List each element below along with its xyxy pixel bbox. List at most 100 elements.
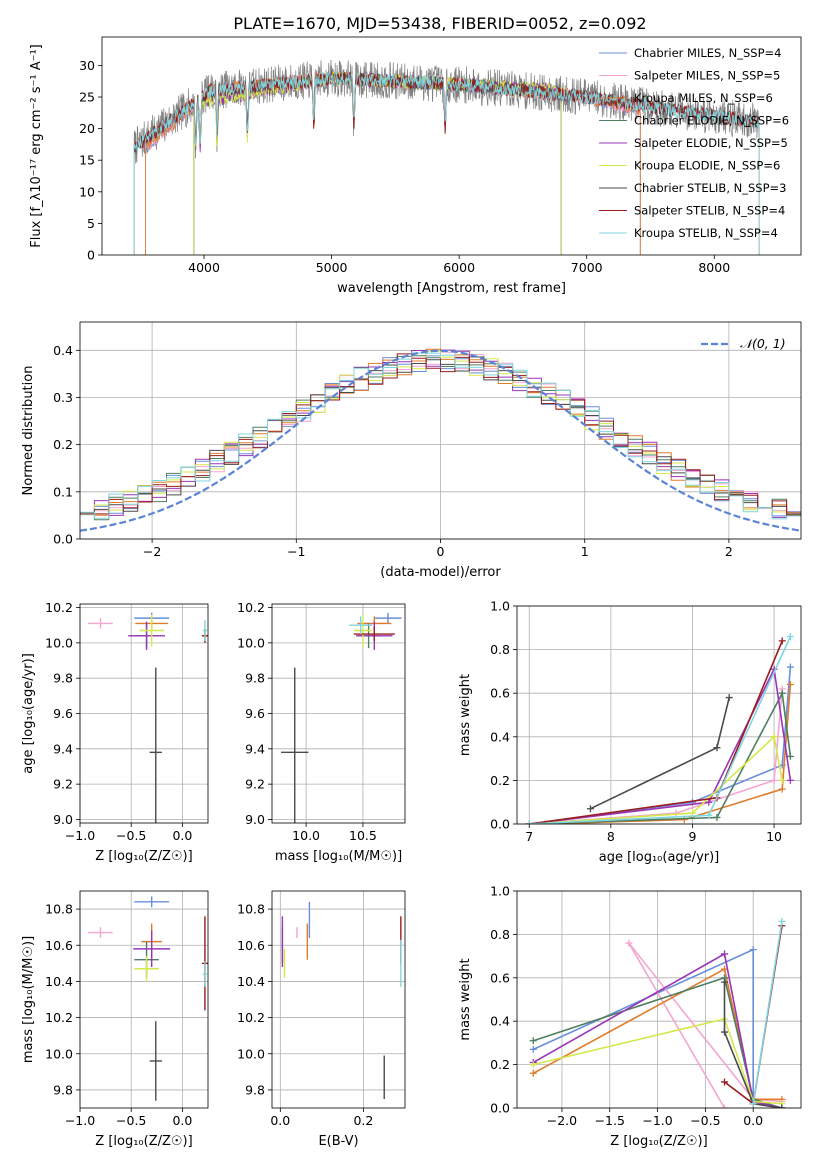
legend-label: Kroupa MILES, N_SSP=6	[634, 91, 773, 105]
axes-frame	[516, 605, 802, 825]
y-tick-label: 0.3	[53, 390, 73, 405]
mass-weight-marker	[749, 1100, 757, 1108]
y-tick-label: 10	[79, 184, 95, 199]
y-tick-label: 10.2	[45, 1010, 73, 1025]
x-axis-label: Z [log₁₀(Z/Z☉)]	[95, 849, 192, 864]
axes-frame	[271, 890, 406, 1109]
mass-weight-line	[529, 640, 783, 824]
chart-mass_vs_ebv: 0.0 0.2 9.8 10.0 10.2 10.4 10.6 10.8 E(B-V)	[237, 890, 406, 1149]
axes-frame	[79, 321, 802, 540]
plot-area	[281, 901, 402, 1099]
mass-weight-line	[628, 942, 782, 1108]
mass-weight-marker	[529, 1069, 537, 1077]
y-tick-label: 0.0	[490, 817, 510, 832]
y-axis-label: Normed distribution	[21, 366, 36, 496]
x-axis-label: Z [log₁₀(Z/Z☉)]	[95, 1134, 192, 1149]
y-tick-label: 0.2	[490, 773, 510, 788]
mass-weight-marker	[529, 1037, 537, 1045]
mass-weight-marker	[586, 805, 594, 813]
y-tick-label: 9.8	[245, 1082, 265, 1097]
x-tick-label: 10.0	[292, 828, 320, 843]
mass-weight-marker	[525, 820, 533, 824]
chart-mass_weight_vs_age: 7 8 9 10 0.0 0.2 0.4 0.6 0.8 1.0 age [log₁₀(age/yr…	[458, 599, 802, 865]
mass-weight-marker	[778, 776, 786, 784]
spectrum-legend: Chabrier MILES, N_SSP=4 Salpeter MILES, N…	[599, 46, 789, 240]
mass-weight-marker	[770, 733, 778, 741]
x-tick-label: −1.0	[65, 828, 95, 843]
x-tick-label: 0.0	[270, 1113, 290, 1128]
y-tick-label: 0.8	[490, 927, 510, 942]
x-tick-label: −0.5	[116, 1113, 146, 1128]
axes-frame	[271, 603, 406, 824]
x-tick-label: 1	[581, 544, 589, 559]
mass-weight-marker	[721, 1104, 729, 1108]
mass-weight-marker	[778, 1104, 786, 1108]
y-tick-label: 0.0	[490, 1101, 510, 1116]
x-axis-label: E(B-V)	[318, 1134, 358, 1149]
chart-mass_weight_vs_Z: −2.0 −1.5 −1.0 −0.5 0.0 0.0 0.2 0.4 0.6 0.8 1.0 Z […	[458, 884, 802, 1149]
legend-label: 𝒩(0, 1)	[740, 336, 786, 351]
y-tick-label: 10.4	[237, 974, 265, 989]
residual-histogram	[80, 349, 801, 518]
y-tick-label: 9.6	[245, 706, 265, 721]
x-axis-label: age [log₁₀(age/yr)]	[599, 850, 720, 865]
mass-weight-line	[533, 1018, 782, 1105]
x-tick-label: −2.0	[547, 1113, 577, 1128]
mass-weight-marker	[721, 978, 729, 986]
y-tick-label: 10.0	[45, 635, 73, 650]
legend-label: Chabrier ELODIE, N_SSP=6	[634, 114, 789, 128]
mass-weight-line	[723, 982, 783, 1108]
axes-frame	[79, 603, 209, 824]
y-tick-label: 10.4	[45, 974, 73, 989]
mass-weight-line	[752, 921, 783, 1104]
y-axis-label: mass [log₁₀(M/M☉)]	[21, 936, 36, 1063]
mass-weight-marker	[786, 776, 794, 784]
grid	[79, 891, 208, 1108]
mass-weight-line	[532, 952, 783, 1108]
chart-spectrum: 4000 5000 6000 7000 8000 0 5 10 15 20 25 30 waveleng…	[29, 36, 802, 296]
mass-weight-marker	[786, 633, 794, 641]
mass-weight-marker	[721, 1078, 729, 1086]
y-tick-label: 0.2	[490, 1057, 510, 1072]
x-tick-label: −1.5	[595, 1113, 625, 1128]
y-tick-label: 9.2	[53, 777, 73, 792]
y-tick-label: 10.2	[45, 600, 73, 615]
mass-weight-line	[529, 666, 792, 824]
legend-label: Chabrier STELIB, N_SSP=3	[634, 181, 786, 195]
mass-weight-marker	[680, 816, 688, 824]
mass-weight-marker	[786, 680, 794, 688]
y-axis-label: Flux [f_λ10⁻¹⁷ erg cm⁻² s⁻¹ A⁻¹]	[29, 44, 44, 248]
x-axis-label: mass [log₁₀(M/M☉)]	[275, 849, 402, 864]
axes: 10.0 10.5 9.0 9.2 9.4 9.6 9.8 10.0 10.2 mass [log…	[237, 600, 406, 864]
x-axis-label: Z [log₁₀(Z/Z☉)]	[610, 1134, 707, 1149]
y-tick-label: 9.6	[53, 706, 73, 721]
y-tick-label: 10.0	[45, 1046, 73, 1061]
axes-frame	[101, 36, 802, 256]
y-tick-label: 0.4	[490, 729, 510, 744]
plot-area	[88, 612, 208, 823]
x-tick-label: 0.2	[353, 1113, 373, 1128]
x-tick-label: 10	[766, 829, 782, 844]
chart-age_vs_Z: −1.0 −0.5 0.0 9.0 9.2 9.4 9.6 9.8 10.0 10.2 Z [log…	[21, 600, 209, 864]
y-tick-label: 0.4	[490, 1014, 510, 1029]
residual-histogram	[80, 353, 801, 516]
residual-histogram	[80, 352, 801, 520]
y-tick-label: 10.0	[237, 635, 265, 650]
residual-histogram	[80, 356, 801, 516]
y-tick-label: 10.8	[237, 902, 265, 917]
legend-label: Salpeter ELODIE, N_SSP=5	[634, 136, 788, 150]
x-axis-label: wavelength [Angstrom, rest frame]	[337, 281, 566, 296]
axes: 4000 5000 6000 7000 8000 0 5 10 15 20 25 30 waveleng…	[29, 36, 802, 296]
axes: 7 8 9 10 0.0 0.2 0.4 0.6 0.8 1.0 age [log₁₀(age/yr…	[458, 599, 802, 865]
y-tick-label: 9.4	[53, 741, 73, 756]
mass-weight-line	[529, 666, 792, 824]
mass-weight-line	[529, 688, 783, 824]
x-tick-label: 8	[607, 829, 615, 844]
mass-weight-marker	[705, 798, 713, 806]
x-tick-label: 9	[688, 829, 696, 844]
x-tick-label: −1.0	[642, 1113, 672, 1128]
y-tick-label: 9.0	[245, 812, 265, 827]
mass-weight-line	[532, 967, 782, 1101]
legend-label: Kroupa STELIB, N_SSP=4	[634, 226, 778, 240]
